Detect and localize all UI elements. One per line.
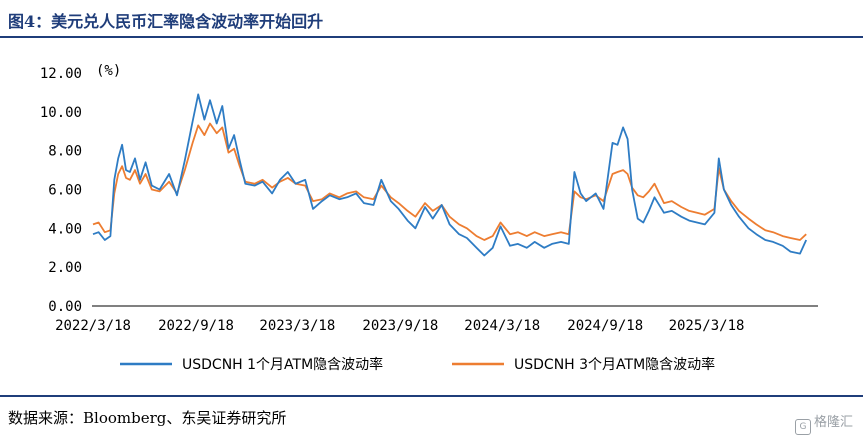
legend-item-3m-label: USDCNH 3个月ATM隐含波动率 <box>514 356 715 373</box>
series-line-1m <box>92 93 808 257</box>
x-tick-label: 2023/3/18 <box>259 318 335 334</box>
y-tick-label: 12.00 <box>40 66 82 82</box>
x-tick-label: 2025/3/18 <box>669 318 745 334</box>
series-line-3m <box>92 122 807 241</box>
y-unit-label: (%) <box>96 63 121 79</box>
watermark-logo-icon: G <box>794 419 811 435</box>
line-chart: 12.00 10.00 8.00 6.00 4.00 2.00 0.00 (%) 2022/3/… <box>40 63 818 373</box>
x-tick-label: 2024/9/18 <box>567 318 643 334</box>
y-tick-label: 6.00 <box>48 183 82 199</box>
legend-item-1m-label: USDCNH 1个月ATM隐含波动率 <box>182 356 383 373</box>
y-tick-label: 4.00 <box>48 221 82 237</box>
x-tick-label: 2022/9/18 <box>158 318 234 334</box>
y-tick-label: 8.00 <box>48 144 82 160</box>
source-note: 数据来源：Bloomberg、东吴证券研究所 <box>8 409 287 427</box>
figure-header: 图4：美元兑人民币汇率隐含波动率开始回升 <box>0 0 863 38</box>
y-tick-label: 2.00 <box>48 260 82 276</box>
y-tick-label: 10.00 <box>40 105 82 121</box>
watermark-text: 格隆汇 <box>813 415 853 430</box>
watermark: G 格隆汇 <box>794 411 853 435</box>
x-tick-label: 2023/9/18 <box>362 318 438 334</box>
x-tick-label: 2024/3/18 <box>464 318 540 334</box>
x-tick-label: 2022/3/18 <box>55 318 131 334</box>
figure-title: 图4：美元兑人民币汇率隐含波动率开始回升 <box>8 12 324 31</box>
figure-footer: 数据来源：Bloomberg、东吴证券研究所 G 格隆汇 <box>0 395 863 443</box>
y-tick-label: 0.00 <box>48 299 82 315</box>
